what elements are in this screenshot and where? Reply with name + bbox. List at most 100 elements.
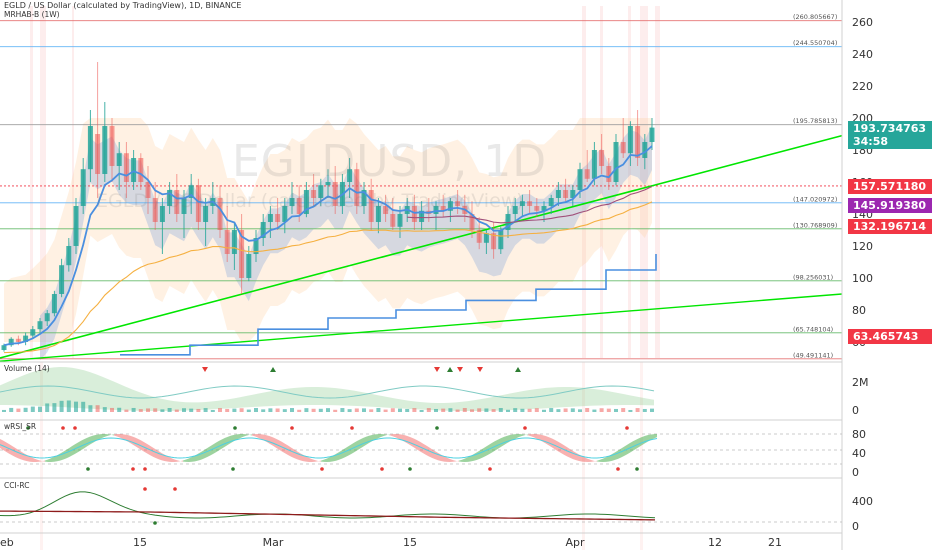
price-axis[interactable]: 60801001201401601802002202402602M0804004… xyxy=(852,16,873,533)
candle-body xyxy=(311,190,317,198)
wrsi-cloud xyxy=(411,437,414,448)
wrsi-cloud xyxy=(324,458,327,462)
wrsi-cloud xyxy=(429,447,432,458)
wrsi-cloud xyxy=(405,435,408,444)
wrsi-cloud xyxy=(111,434,114,436)
candle-body xyxy=(397,214,403,227)
wrsi-cloud xyxy=(570,449,573,460)
wrsi-cloud xyxy=(360,438,363,449)
wrsi-cloud xyxy=(474,452,477,461)
volume-bar xyxy=(318,408,323,412)
time-axis[interactable]: Feb 15 Mar 15 Apr 12 21 xyxy=(0,532,842,549)
background-highlight-bands xyxy=(30,6,660,550)
candle-body xyxy=(246,254,252,278)
candle-body xyxy=(491,233,497,250)
volume-bar xyxy=(398,408,402,412)
wrsi-signal-dot xyxy=(435,426,439,430)
volume-bar xyxy=(441,408,446,412)
wrsi-cloud xyxy=(444,456,447,462)
highlight-band xyxy=(30,6,33,358)
volume-bar xyxy=(606,408,611,412)
wrsi-cloud xyxy=(150,445,153,457)
volume-bar xyxy=(268,408,273,412)
wrsi-cloud xyxy=(108,434,111,436)
wrsi-cloud xyxy=(132,436,135,446)
wrsi-cloud xyxy=(168,456,171,462)
volume-bar xyxy=(66,400,71,412)
wrsi-cloud xyxy=(99,434,102,440)
wrsi-signal-dot xyxy=(73,426,77,430)
wrsi-cloud xyxy=(477,450,480,460)
signal-markers xyxy=(202,367,521,372)
candle-body xyxy=(649,127,655,142)
wrsi-cloud xyxy=(408,436,411,446)
wrsi-cloud xyxy=(273,437,276,448)
mid-ma-line xyxy=(407,185,653,224)
volume-bar xyxy=(556,409,561,412)
wrsi-cloud xyxy=(129,435,132,445)
wrsi-cloud xyxy=(63,449,66,460)
wrsi-cloud xyxy=(21,451,24,461)
candle-body xyxy=(145,182,151,198)
wrsi-cloud xyxy=(468,455,471,462)
price-tag-value: 132.196714 xyxy=(853,220,927,234)
wrsi-cloud xyxy=(201,450,204,460)
wrsi-cloud xyxy=(177,460,180,462)
wrsi-cloud xyxy=(45,459,48,462)
wrsi-cloud xyxy=(363,436,366,447)
wrsi-cloud xyxy=(69,446,72,458)
wrsi-cloud xyxy=(81,439,84,451)
buy-marker xyxy=(515,367,521,372)
highlight-band xyxy=(655,6,660,358)
volume-bar xyxy=(354,408,359,412)
wrsi-cloud xyxy=(297,451,300,461)
wrsi-cloud xyxy=(18,449,21,460)
volume-bar xyxy=(88,405,93,412)
slow-ma-line xyxy=(3,201,653,354)
wrsi-cloud xyxy=(432,449,435,460)
wrsi-cloud xyxy=(198,451,201,461)
wrsi-cloud xyxy=(153,447,156,459)
wrsi-cloud xyxy=(306,456,309,462)
volume-bar xyxy=(74,401,78,412)
volume-bar xyxy=(549,408,554,412)
wrsi-cloud xyxy=(588,458,591,462)
volume-bar xyxy=(362,408,366,412)
rising-trendline xyxy=(0,134,843,359)
candle-body xyxy=(37,321,43,330)
volume-bar xyxy=(333,409,338,412)
wrsi-cloud xyxy=(159,451,162,461)
candle-body xyxy=(318,185,324,198)
wrsi-cloud xyxy=(537,434,540,441)
volume-bar xyxy=(506,409,510,412)
volume-ma-line xyxy=(0,385,655,399)
wrsi-cloud xyxy=(87,436,90,447)
wrsi-cloud xyxy=(294,449,297,460)
volume-bar xyxy=(2,409,6,412)
level-label: (260.805667) xyxy=(793,13,837,21)
orange-envelope xyxy=(4,118,652,342)
price-tick-label: 120 xyxy=(852,240,873,253)
wrsi-cloud xyxy=(54,455,57,462)
wrsi-signal-dot xyxy=(131,467,135,471)
candle-body xyxy=(66,246,72,266)
wrsi-cloud xyxy=(519,434,522,438)
wrsi-cloud xyxy=(399,434,402,441)
candle-body xyxy=(519,201,525,206)
volume-bar xyxy=(426,408,431,412)
candle-body xyxy=(383,206,389,214)
wrsi-cloud xyxy=(270,436,273,446)
time-tick-label: Feb xyxy=(0,536,14,549)
level-label: (195.785813) xyxy=(793,117,837,125)
candle-body xyxy=(642,142,648,158)
wrsi-cloud xyxy=(330,455,333,462)
wrsi-cloud xyxy=(513,434,516,440)
wrsi-cloud xyxy=(615,450,618,460)
wrsi-cloud xyxy=(603,457,606,462)
wrsi-signal-dot xyxy=(143,467,147,471)
price-tag: 63.465743 xyxy=(848,329,932,345)
wrsi-cloud xyxy=(462,458,465,462)
volume-bar xyxy=(102,407,107,412)
fast-ma-line xyxy=(3,145,653,347)
